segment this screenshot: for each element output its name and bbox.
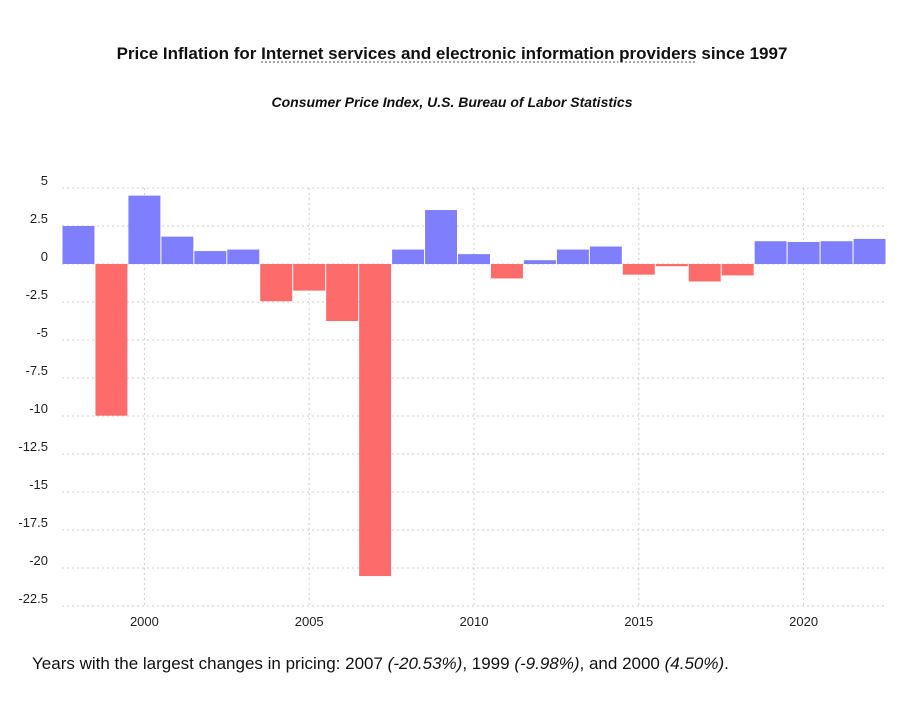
bar-2007[interactable]	[359, 264, 392, 577]
bars	[62, 195, 886, 577]
summary-value-2: (-9.98%)	[514, 654, 580, 673]
x-tick-label: 2015	[624, 614, 653, 629]
title-suffix: since 1997	[696, 44, 788, 63]
bar-2011[interactable]	[490, 264, 523, 279]
bar-1998[interactable]	[62, 226, 95, 264]
bar-2017[interactable]	[688, 264, 721, 282]
bar-chart: 52.50-2.5-5-7.5-10-12.5-15-17.5-20-22.5 …	[18, 173, 886, 629]
x-tick-label: 2000	[130, 614, 159, 629]
chart-title: Price Inflation for Internet services an…	[0, 44, 904, 64]
x-tick-label: 2010	[460, 614, 489, 629]
y-tick-label: 2.5	[30, 211, 48, 226]
summary-text: Years with the largest changes in pricin…	[32, 654, 729, 673]
y-tick-label: -5	[36, 325, 48, 340]
bar-2016[interactable]	[655, 264, 688, 267]
bar-2009[interactable]	[425, 210, 458, 264]
y-tick-label: -20	[29, 553, 48, 568]
bar-1999[interactable]	[95, 264, 128, 416]
y-tick-label: 0	[41, 249, 48, 264]
y-tick-label: 5	[41, 173, 48, 188]
x-tick-label: 2005	[295, 614, 324, 629]
bar-2010[interactable]	[458, 254, 490, 264]
summary-year-2: 1999	[471, 654, 510, 673]
bar-2012[interactable]	[523, 260, 556, 264]
bar-2001[interactable]	[161, 236, 194, 264]
title-prefix: Price Inflation for	[116, 44, 262, 63]
summary-sep: , and	[579, 654, 623, 673]
summary-end: .	[724, 654, 729, 673]
y-tick-label: -15	[29, 477, 48, 492]
summary-year-3: 2000	[622, 654, 660, 673]
bar-2022[interactable]	[853, 238, 886, 264]
title-link[interactable]: Internet services and electronic informa…	[261, 44, 697, 63]
y-tick-label: -7.5	[26, 363, 48, 378]
bar-2019[interactable]	[754, 241, 787, 264]
y-tick-label: -2.5	[26, 287, 48, 302]
summary-year-1: 2007	[345, 654, 383, 673]
y-tick-label: -10	[29, 401, 48, 416]
y-tick-label: -12.5	[18, 439, 48, 454]
bar-2000[interactable]	[128, 195, 161, 264]
y-axis: 5 2.5 0 -2.5 -5 -7.5 -10 -12.5 -15 -17.5 -20 -22.5	[18, 173, 48, 606]
bar-2018[interactable]	[721, 264, 754, 276]
bar-2005[interactable]	[293, 264, 326, 291]
bar-2004[interactable]	[260, 264, 293, 302]
bar-2006[interactable]	[326, 264, 359, 321]
bar-2008[interactable]	[392, 249, 425, 264]
y-tick-label: -22.5	[18, 591, 48, 606]
summary-lead: Years with the largest changes in pricin…	[32, 654, 346, 673]
bar-2015[interactable]	[622, 264, 655, 275]
bar-2021[interactable]	[820, 241, 853, 264]
x-axis: 2000 2005 2010 2015 2020	[130, 614, 818, 629]
chart-subtitle: Consumer Price Index, U.S. Bureau of Lab…	[271, 94, 633, 110]
bar-2002[interactable]	[194, 251, 227, 264]
summary-value-3: (4.50%)	[664, 654, 725, 673]
bar-2013[interactable]	[556, 249, 589, 264]
bar-2014[interactable]	[589, 246, 622, 264]
bar-2003[interactable]	[227, 249, 260, 264]
y-tick-label: -17.5	[18, 515, 48, 530]
x-tick-label: 2020	[789, 614, 818, 629]
bar-2020[interactable]	[787, 241, 820, 264]
summary-value-1: (-20.53%)	[387, 654, 463, 673]
